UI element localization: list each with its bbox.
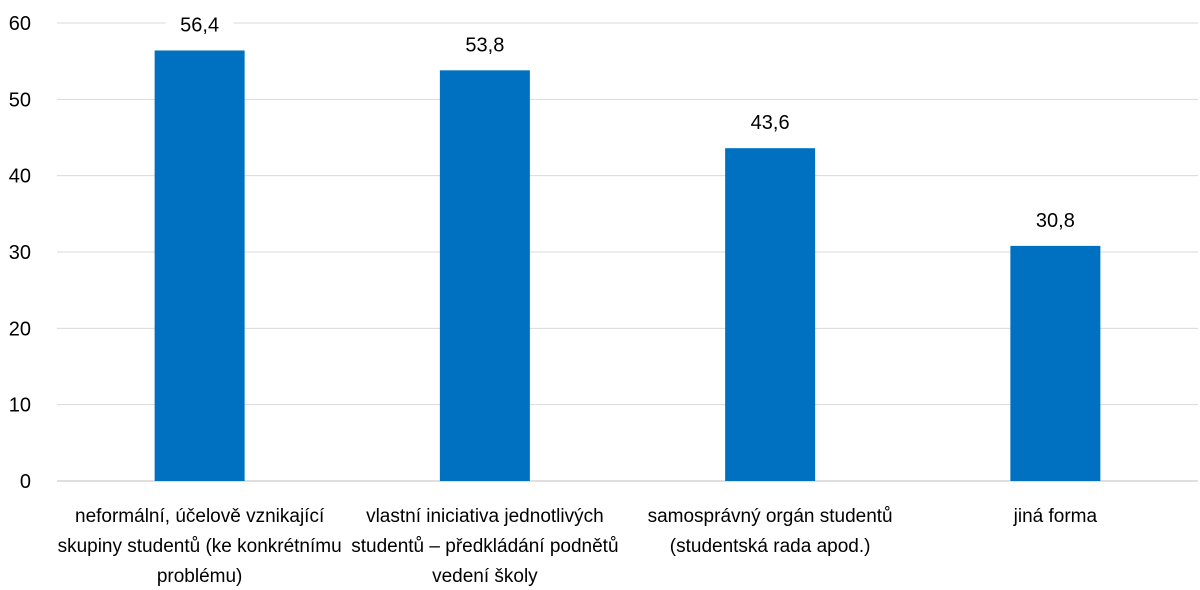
- y-axis: 0 10 20 30 40 50 60: [9, 13, 31, 493]
- data-label-background: [736, 109, 805, 136]
- y-tick-label: 40: [9, 166, 31, 188]
- data-label-background: [450, 31, 519, 58]
- data-labels: 56,4 53,8 43,6 30,8: [165, 11, 1090, 233]
- category-label: (studentská rada apod.): [670, 536, 871, 557]
- grid: [57, 22, 1198, 482]
- data-label-background: [165, 11, 234, 38]
- category-label: studentů – předkládání podnětů: [351, 536, 618, 557]
- data-label: 30,8: [1036, 210, 1075, 232]
- category-label: skupiny studentů (ke konkrétnímu: [58, 536, 342, 557]
- data-label: 56,4: [180, 14, 219, 36]
- bar: [1010, 245, 1101, 481]
- x-axis: neformální, účelově vznikající skupiny st…: [58, 506, 1098, 587]
- data-label-background: [1021, 206, 1090, 233]
- category-label: samosprávný orgán studentů: [648, 506, 893, 527]
- category-label: vlastní iniciativa jednotlivých: [366, 506, 604, 527]
- category-label: jiná forma: [1013, 506, 1098, 527]
- y-tick-label: 60: [9, 13, 31, 35]
- data-label: 43,6: [751, 112, 790, 134]
- category-label: vedení školy: [432, 566, 538, 587]
- bars: [154, 50, 1101, 482]
- bar: [725, 148, 816, 482]
- category-label: problému): [157, 566, 243, 587]
- bar: [154, 50, 245, 481]
- y-tick-label: 10: [9, 395, 31, 417]
- bar: [439, 70, 530, 482]
- y-tick-label: 0: [20, 471, 31, 493]
- y-tick-label: 50: [9, 89, 31, 111]
- y-tick-label: 30: [9, 242, 31, 264]
- category-label: neformální, účelově vznikající: [75, 506, 325, 527]
- data-label: 53,8: [465, 34, 504, 56]
- y-tick-label: 20: [9, 318, 31, 340]
